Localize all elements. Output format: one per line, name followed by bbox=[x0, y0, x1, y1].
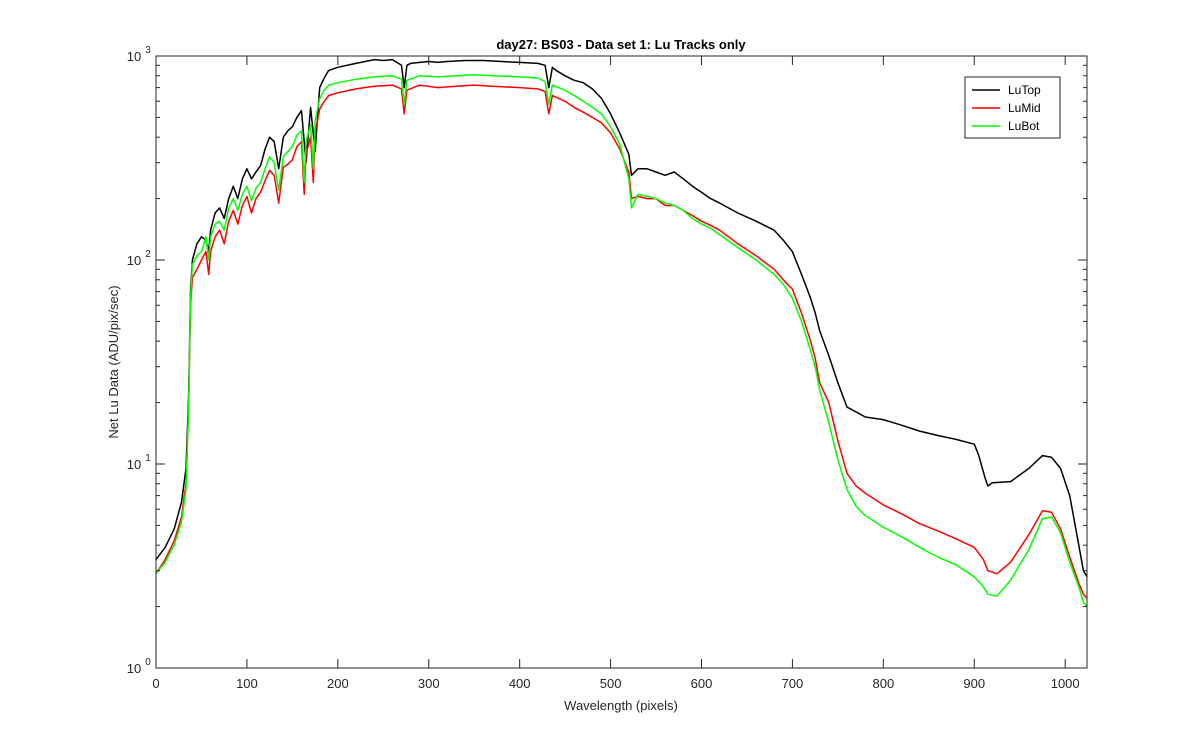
x-tick-label: 700 bbox=[782, 676, 804, 691]
y-tick-exponent: 2 bbox=[145, 249, 151, 260]
x-tick-label: 1000 bbox=[1051, 676, 1080, 691]
x-tick-label: 0 bbox=[152, 676, 159, 691]
y-axis-label: Net Lu Data (ADU/pix/sec) bbox=[106, 285, 121, 438]
x-tick-label: 400 bbox=[509, 676, 531, 691]
legend-label-lumid: LuMid bbox=[1008, 101, 1041, 115]
x-tick-label: 100 bbox=[236, 676, 258, 691]
legend-label-lubot: LuBot bbox=[1008, 119, 1040, 133]
series-line-lubot bbox=[155, 73, 1088, 608]
x-tick-label: 500 bbox=[600, 676, 622, 691]
y-tick-label: 10 bbox=[127, 661, 141, 676]
x-tick-label: 300 bbox=[418, 676, 440, 691]
x-tick-label: 800 bbox=[872, 676, 894, 691]
legend-label-lutop: LuTop bbox=[1008, 83, 1041, 97]
y-tick-exponent: 3 bbox=[145, 45, 151, 56]
x-tick-label: 900 bbox=[963, 676, 985, 691]
y-tick-label: 10 bbox=[127, 457, 141, 472]
series-line-lumid bbox=[155, 84, 1088, 599]
plot-area bbox=[156, 56, 1087, 668]
y-tick-exponent: 1 bbox=[145, 453, 151, 464]
y-tick-exponent: 0 bbox=[145, 657, 151, 668]
legend: LuTop LuMid LuBot bbox=[964, 76, 1061, 139]
chart-title: day27: BS03 - Data set 1: Lu Tracks only bbox=[496, 37, 746, 52]
y-tick-label: 10 bbox=[127, 253, 141, 268]
x-axis-label: Wavelength (pixels) bbox=[564, 698, 678, 713]
plot-frame bbox=[155, 55, 1088, 669]
legend-items: LuTop LuMid LuBot bbox=[972, 83, 1041, 133]
y-tick-label: 10 bbox=[127, 49, 141, 64]
x-tick-label: 600 bbox=[691, 676, 713, 691]
x-tick-label: 200 bbox=[327, 676, 349, 691]
